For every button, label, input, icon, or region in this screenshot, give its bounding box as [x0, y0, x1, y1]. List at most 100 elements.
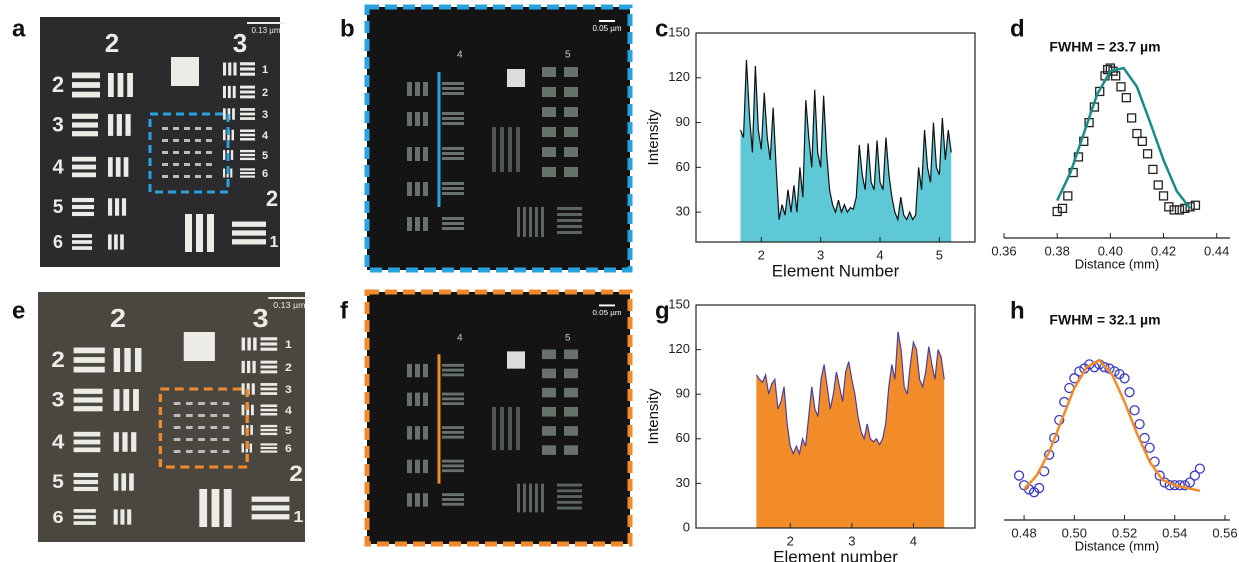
marker — [1144, 442, 1155, 453]
scale-bar-label: 0.13 µm — [251, 26, 280, 35]
inset-pattern — [222, 414, 230, 417]
y-tick-label: 150 — [668, 24, 690, 39]
inset-pattern — [210, 402, 218, 405]
bar — [73, 397, 103, 403]
blur-bar — [442, 502, 464, 506]
bar — [228, 62, 232, 76]
inset-pattern — [162, 163, 168, 166]
bar — [247, 360, 251, 374]
bar — [114, 234, 118, 250]
marker — [1137, 136, 1147, 146]
blur-bar — [564, 349, 578, 360]
marker — [1154, 470, 1165, 481]
marker — [1119, 373, 1130, 384]
inset-pattern — [184, 139, 190, 142]
axes-frame — [695, 304, 976, 529]
bar — [230, 150, 234, 160]
bar — [260, 360, 278, 364]
blur-bar — [564, 147, 578, 157]
bar — [232, 108, 235, 120]
bar — [73, 472, 99, 478]
inset-pattern — [198, 414, 205, 417]
blur-bar — [523, 483, 526, 513]
blur-bar — [557, 495, 582, 499]
x-tick-label: 4 — [876, 247, 883, 262]
bar — [117, 73, 124, 97]
bar — [260, 337, 278, 341]
x-axis-label: Distance (mm) — [1075, 538, 1160, 553]
blur-bar — [557, 231, 582, 234]
fit-line — [1056, 66, 1192, 210]
blur-bar — [442, 402, 464, 406]
x-tick-label: 0.38 — [1045, 243, 1070, 258]
group-label: 2 — [110, 303, 126, 332]
panel-label: a — [12, 15, 26, 42]
bar — [240, 95, 255, 99]
inset-pattern — [184, 175, 190, 178]
bar — [115, 157, 121, 177]
axes-frame — [695, 32, 976, 243]
inset-pattern — [210, 426, 218, 429]
profile-line — [755, 331, 945, 456]
bar — [240, 112, 255, 116]
bar — [73, 406, 103, 412]
inset-pattern — [185, 426, 193, 429]
bar — [121, 473, 127, 491]
inset-pattern — [184, 151, 190, 154]
inset-pattern — [210, 414, 218, 417]
blur-bar — [542, 426, 556, 436]
bar — [260, 424, 278, 428]
bar — [241, 404, 245, 416]
blur-bar — [557, 219, 582, 222]
group-label: 4 — [52, 431, 65, 453]
blur-bar — [442, 122, 464, 125]
inset-pattern — [222, 438, 230, 441]
bar — [240, 67, 255, 71]
blur-bar — [423, 493, 428, 507]
inset-pattern — [184, 163, 190, 166]
inset-pattern — [206, 139, 212, 142]
blur-bar — [564, 368, 578, 379]
bar — [121, 198, 127, 216]
blur-bar — [564, 426, 578, 436]
blur-bar — [442, 222, 464, 225]
blur-bar — [423, 147, 428, 161]
inset-pattern — [162, 127, 168, 130]
bar — [108, 157, 113, 177]
group-label: 1 — [293, 508, 303, 526]
inset-pattern — [162, 139, 168, 142]
bar — [227, 85, 231, 99]
blur-bar — [423, 363, 428, 378]
bar — [223, 85, 226, 99]
bar — [251, 514, 290, 520]
bar — [260, 412, 278, 416]
y-tick-label: 90 — [676, 114, 690, 129]
blur-bar — [423, 182, 428, 196]
panel-label: e — [12, 297, 25, 324]
blur-bar — [442, 392, 464, 396]
bar — [232, 221, 266, 227]
blur-bar — [423, 112, 428, 126]
blur-bar — [415, 459, 420, 474]
blur-bar — [557, 500, 582, 504]
bar — [260, 428, 278, 432]
inset-pattern — [173, 139, 179, 142]
blur-bar — [407, 363, 412, 378]
group-label: 6 — [52, 508, 63, 528]
bar — [241, 383, 245, 395]
bar — [260, 408, 278, 412]
blur-bar — [508, 406, 512, 451]
inset-pattern — [198, 450, 205, 453]
bar — [108, 234, 112, 250]
blur-bar — [442, 82, 464, 85]
bar — [241, 360, 245, 374]
bar — [124, 348, 131, 372]
group-label: 3 — [285, 383, 292, 395]
blur-bar — [500, 127, 504, 172]
bar — [113, 432, 119, 452]
blur-bar — [442, 192, 464, 195]
blur-bar — [442, 368, 464, 372]
marker — [1126, 113, 1137, 123]
bar — [113, 389, 120, 411]
inset-pattern — [162, 175, 168, 178]
